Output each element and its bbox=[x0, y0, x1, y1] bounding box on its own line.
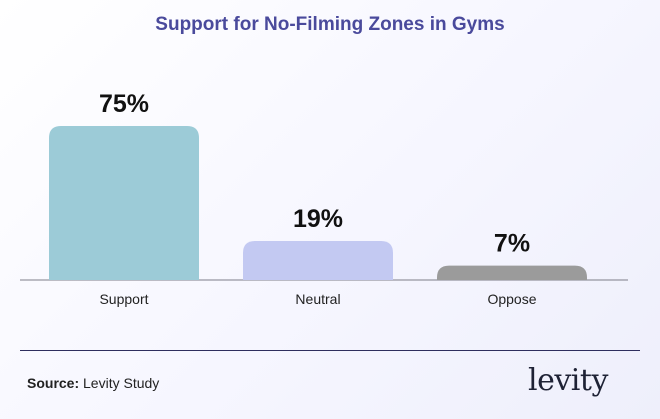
footer-divider bbox=[20, 350, 640, 351]
source-text: Levity Study bbox=[83, 375, 160, 391]
chart-title: Support for No-Filming Zones in Gyms bbox=[155, 14, 505, 35]
bar-support bbox=[49, 126, 199, 280]
data-label-neutral: 19% bbox=[293, 205, 343, 233]
source-note: Source: Levity Study bbox=[27, 375, 159, 391]
bar-oppose bbox=[437, 265, 587, 280]
category-label-oppose: Oppose bbox=[487, 291, 536, 307]
data-label-oppose: 7% bbox=[494, 230, 530, 258]
levity-logo: levity bbox=[528, 363, 608, 398]
data-label-support: 75% bbox=[99, 90, 149, 118]
category-label-support: Support bbox=[99, 291, 148, 307]
source-label: Source: bbox=[27, 375, 80, 391]
category-label-neutral: Neutral bbox=[295, 291, 340, 307]
bar-neutral bbox=[243, 240, 393, 280]
